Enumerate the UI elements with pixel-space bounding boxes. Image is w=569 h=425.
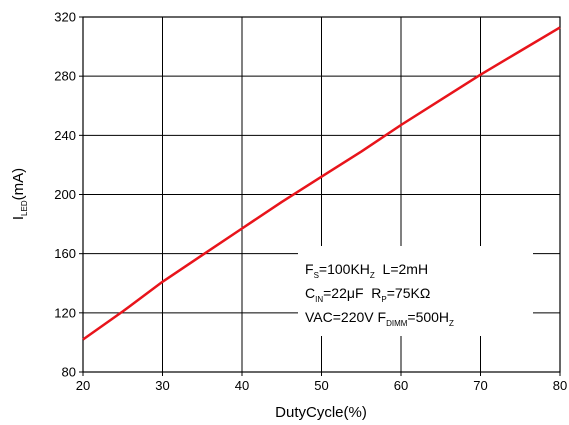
ann2-c: =75KΩ: [387, 285, 431, 301]
x-tick-label: 30: [155, 378, 169, 393]
y-axis-label: ILED(mA): [10, 168, 29, 220]
ann3-b-sub: Z: [449, 319, 454, 328]
ann2-a: C: [305, 285, 315, 301]
annotation-background: [298, 246, 533, 336]
y-tick-label: 160: [54, 246, 76, 261]
annotation-line-3: VAC=220V FDIMM=500HZ: [305, 309, 454, 328]
x-tick-label: 20: [76, 378, 90, 393]
ann1-b-sub: Z: [370, 271, 375, 280]
ann2-a-sub: IN: [315, 295, 323, 304]
y-axis-label-unit: (mA): [10, 168, 27, 201]
y-tick-labels: 80 120 160 200 240 280 320: [54, 10, 76, 380]
axis-ticks: [79, 16, 561, 376]
y-axis-label-main: I: [10, 216, 27, 220]
annotation-line-2: CIN=22μF RP=75KΩ: [305, 285, 430, 304]
y-tick-label: 200: [54, 187, 76, 202]
annotation-block: FS=100KHZ L=2mH CIN=22μF RP=75KΩ VAC=220…: [298, 246, 533, 336]
ann1-a: F: [305, 261, 314, 277]
y-axis-label-sub: LED: [20, 200, 29, 216]
y-tick-label: 120: [54, 305, 76, 320]
ann3-b: =500H: [407, 309, 449, 325]
y-tick-label: 240: [54, 128, 76, 143]
y-tick-label: 80: [62, 365, 76, 380]
ann2-b: =22μF R: [323, 285, 381, 301]
y-tick-label: 280: [54, 69, 76, 84]
x-tick-label: 60: [394, 378, 408, 393]
ann1-b: =100KH: [319, 261, 370, 277]
x-tick-label: 80: [553, 378, 567, 393]
ann1-c: L=2mH: [375, 261, 428, 277]
ann1-a-sub: S: [314, 271, 319, 280]
x-tick-label: 70: [473, 378, 487, 393]
x-axis-label: DutyCycle(%): [275, 404, 367, 421]
series-line: [82, 26, 561, 341]
x-tick-labels: 20 30 40 50 60 70 80: [76, 378, 567, 393]
series-group: [82, 26, 561, 341]
y-tick-label: 320: [54, 10, 76, 25]
ann3-a-sub: DIMM: [386, 319, 408, 328]
x-tick-label: 40: [235, 378, 249, 393]
ann3-a: VAC=220V F: [305, 309, 386, 325]
x-tick-label: 50: [314, 378, 328, 393]
ann2-b-sub: P: [381, 295, 386, 304]
annotation-line-1: FS=100KHZ L=2mH: [305, 261, 428, 280]
